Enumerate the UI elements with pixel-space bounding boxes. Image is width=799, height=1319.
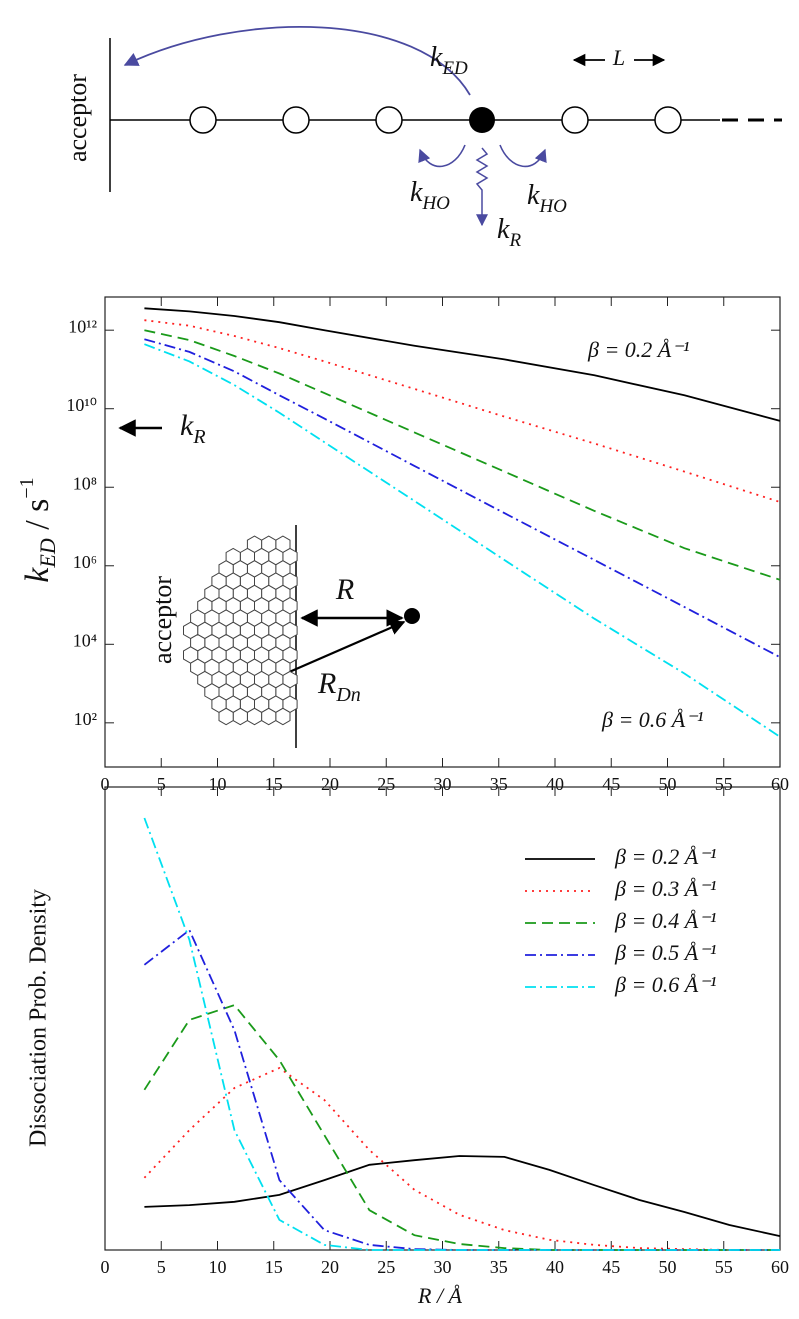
k-symbol: k (430, 42, 443, 73)
chain-diagram: acceptor kED L kHO kHO kR (63, 26, 782, 251)
k-symbol: k (180, 409, 194, 442)
k-ho-label: kHO (527, 180, 567, 217)
transfer-arrow (123, 26, 471, 96)
label-symbol: k (19, 567, 56, 583)
annotation: β = 0.2 Å⁻¹ (587, 337, 689, 362)
site (375, 106, 403, 134)
k-subscript: R (192, 426, 205, 448)
y-tick-label: 10² (74, 709, 97, 729)
site (282, 106, 310, 134)
acceptor-label: acceptor (63, 74, 92, 162)
label-superscript: −1 (16, 477, 38, 498)
hexagon (275, 707, 291, 726)
series-line (144, 307, 781, 422)
donor (404, 608, 420, 624)
x-tick-label: 20 (321, 774, 339, 794)
k-subscript: R (508, 230, 521, 251)
x-tick-label: 45 (602, 774, 620, 794)
site (654, 106, 682, 134)
x-tick-label: 0 (101, 1257, 110, 1277)
x-tick-label: 25 (377, 774, 395, 794)
y-tick-label: 10⁶ (73, 552, 97, 572)
x-tick-label: 30 (434, 1257, 452, 1277)
decay-arrow (475, 147, 489, 227)
series-line (144, 329, 781, 581)
x-tick-label: 60 (771, 1257, 789, 1277)
label-subscript: ED (35, 538, 60, 568)
series-line (143, 1066, 780, 1251)
x-axis-label: R / Å (417, 1283, 463, 1308)
series-line (143, 1004, 780, 1251)
k-ho-label: kHO (410, 177, 450, 214)
series-line (144, 1155, 781, 1237)
x-tick-label: 55 (715, 774, 733, 794)
y-tick-label: 10¹² (68, 316, 97, 336)
length-label: L (612, 45, 625, 70)
y-tick-label: 10⁸ (73, 473, 97, 493)
series-line (143, 817, 780, 1251)
x-tick-label: 45 (602, 1257, 620, 1277)
inset-schematic: acceptor R RDn (148, 525, 420, 748)
r-label: R (335, 573, 354, 606)
site (561, 106, 589, 134)
x-tick-label: 5 (157, 774, 166, 794)
x-tick-label: 35 (490, 1257, 508, 1277)
k-symbol: k (410, 177, 423, 208)
y-tick-label: 10⁴ (73, 630, 97, 650)
hexagon (218, 707, 234, 726)
x-tick-label: 60 (771, 774, 789, 794)
x-tick-label: 50 (659, 1257, 677, 1277)
k-subscript: ED (441, 58, 468, 79)
x-tick-label: 15 (265, 1257, 283, 1277)
x-tick-label: 40 (546, 774, 564, 794)
r-subscript: Dn (335, 684, 360, 706)
x-tick-label: 35 (490, 774, 508, 794)
hop-arrow (418, 144, 466, 168)
k-symbol: k (527, 180, 540, 211)
y-tick-label: 10¹⁰ (66, 395, 97, 415)
x-tick-label: 50 (659, 774, 677, 794)
y-axis-label: kED / s−1 (16, 477, 60, 582)
legend-label: β = 0.5 Å⁻¹ (614, 940, 716, 965)
x-tick-label: 10 (209, 1257, 227, 1277)
exciton-site (469, 107, 495, 133)
annotation: β = 0.6 Å⁻¹ (601, 707, 703, 732)
x-tick-label: 25 (377, 1257, 395, 1277)
y-axis-label: Dissociation Prob. Density (26, 889, 52, 1147)
hop-arrow (499, 144, 547, 168)
x-tick-label: 55 (715, 1257, 733, 1277)
k-r-marker: kR (180, 409, 206, 448)
legend-label: β = 0.4 Å⁻¹ (614, 908, 716, 933)
r-dn-label: RDn (317, 667, 361, 706)
legend-label: β = 0.6 Å⁻¹ (614, 972, 716, 997)
x-tick-label: 10 (209, 774, 227, 794)
x-tick-label: 40 (546, 1257, 564, 1277)
label-unit: / s (19, 499, 56, 539)
x-tick-label: 20 (321, 1257, 339, 1277)
legend-label: β = 0.3 Å⁻¹ (614, 876, 716, 901)
hexagon (232, 707, 248, 726)
k-symbol: k (497, 214, 510, 245)
hexagon (261, 707, 277, 726)
legend-label: β = 0.2 Å⁻¹ (614, 844, 716, 869)
series-line (144, 319, 781, 503)
hexagon (246, 707, 263, 726)
series-line (144, 338, 781, 658)
k-subscript: HO (421, 193, 450, 214)
x-tick-label: 5 (157, 1257, 166, 1277)
k-r-label: kR (497, 214, 521, 251)
k-subscript: HO (538, 196, 567, 217)
x-tick-label: 30 (434, 774, 452, 794)
r-symbol: R (317, 667, 336, 700)
k-ed-label: kED (430, 42, 468, 79)
x-tick-label: 0 (101, 774, 110, 794)
site (189, 106, 217, 134)
inset-acceptor-label: acceptor (148, 576, 177, 664)
series-line (144, 343, 781, 738)
x-tick-label: 15 (265, 774, 283, 794)
